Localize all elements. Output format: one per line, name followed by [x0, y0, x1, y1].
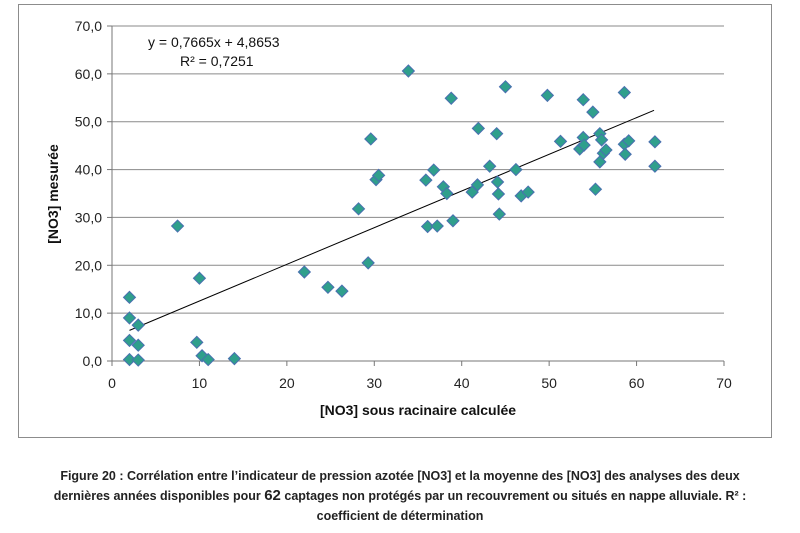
trendline — [129, 109, 655, 331]
data-point — [227, 351, 242, 366]
data-point — [364, 132, 378, 146]
y-tick-label: 60,0 — [75, 66, 102, 82]
scatter-plot: 0,0 10,0 20,0 30,0 40,0 50,0 60,0 70,0 0 10 20 30 4… — [45, 18, 732, 418]
data-point — [419, 173, 433, 187]
y-tick-label: 10,0 — [75, 305, 102, 321]
data-point — [131, 318, 145, 332]
data-point — [594, 133, 609, 147]
data-point — [201, 352, 215, 367]
data-point — [401, 64, 416, 78]
data-point — [446, 214, 460, 228]
data-points — [122, 64, 662, 367]
y-tick-label: 70,0 — [75, 18, 102, 34]
caption-line-3: coefficient de détermination — [316, 509, 484, 523]
data-point — [122, 333, 137, 348]
data-point — [577, 138, 591, 152]
chart-area — [18, 4, 772, 438]
data-point — [586, 105, 600, 119]
x-tick-label: 30 — [366, 375, 382, 391]
data-point — [351, 202, 366, 216]
x-tick-label: 40 — [454, 375, 470, 391]
data-point — [576, 92, 590, 107]
data-point — [122, 311, 137, 325]
gridlines — [112, 25, 724, 314]
data-point — [482, 159, 497, 173]
data-point — [321, 280, 335, 295]
y-tick-label: 0,0 — [83, 353, 103, 369]
data-point — [489, 126, 504, 141]
data-point — [521, 185, 535, 199]
caption-line-2-end: captages non protégés par un recouvremen… — [280, 489, 747, 503]
x-tick-label: 20 — [279, 375, 295, 391]
axes — [107, 25, 725, 366]
caption-line-1: Figure 20 : Corrélation entre l’indicate… — [60, 469, 740, 483]
data-point — [471, 121, 486, 136]
x-tick-label: 70 — [716, 375, 732, 391]
caption-captage-count: 62 — [264, 487, 281, 504]
data-point — [444, 91, 458, 105]
figure-caption: Figure 20 : Corrélation entre l’indicate… — [20, 466, 780, 526]
x-tick-label: 60 — [629, 375, 645, 391]
data-point — [371, 168, 386, 183]
data-point — [491, 187, 506, 201]
y-axis-tick-labels: 0,0 10,0 20,0 30,0 40,0 50,0 60,0 70,0 — [75, 18, 102, 369]
y-tick-label: 30,0 — [75, 209, 102, 225]
data-point — [588, 182, 603, 196]
trend-equation: y = 0,7665x + 4,8653 — [148, 34, 280, 50]
r-squared-label: R² = 0,7251 — [180, 53, 254, 69]
data-point — [190, 335, 204, 350]
data-point — [131, 338, 145, 352]
x-axis-title: [NO3] sous racinaire calculée — [320, 402, 516, 418]
data-point — [490, 175, 505, 189]
data-point — [427, 163, 441, 177]
data-point — [540, 88, 555, 103]
data-point — [122, 290, 137, 305]
data-point — [430, 219, 444, 233]
data-point — [553, 134, 568, 149]
data-point — [617, 85, 632, 100]
data-point — [170, 219, 185, 233]
caption-line-2-start: dernières années disponibles pour — [53, 489, 265, 503]
data-point — [122, 352, 137, 367]
x-tick-label: 10 — [192, 375, 208, 391]
data-point — [648, 135, 662, 149]
data-point — [335, 284, 349, 298]
data-point — [131, 353, 145, 367]
data-point — [599, 143, 613, 157]
data-point — [440, 186, 454, 201]
y-tick-label: 20,0 — [75, 257, 102, 273]
data-point — [420, 219, 435, 234]
data-point — [498, 80, 513, 94]
x-tick-label: 0 — [108, 375, 116, 391]
data-point — [297, 265, 312, 279]
y-tick-label: 40,0 — [75, 162, 102, 178]
data-point — [648, 159, 662, 173]
data-point — [621, 134, 636, 148]
data-point — [509, 162, 523, 177]
x-tick-label: 50 — [541, 375, 557, 391]
y-axis-title: [NO3] mesurée — [45, 144, 61, 244]
data-point — [492, 207, 507, 221]
data-point — [618, 147, 632, 161]
caption-line-2: dernières années disponibles pour 62 cap… — [20, 486, 780, 506]
data-point — [361, 256, 375, 270]
data-point — [192, 271, 207, 285]
data-point — [470, 178, 485, 192]
x-axis-tick-labels: 0 10 20 30 40 50 60 70 — [108, 375, 732, 391]
y-tick-label: 50,0 — [75, 114, 102, 130]
